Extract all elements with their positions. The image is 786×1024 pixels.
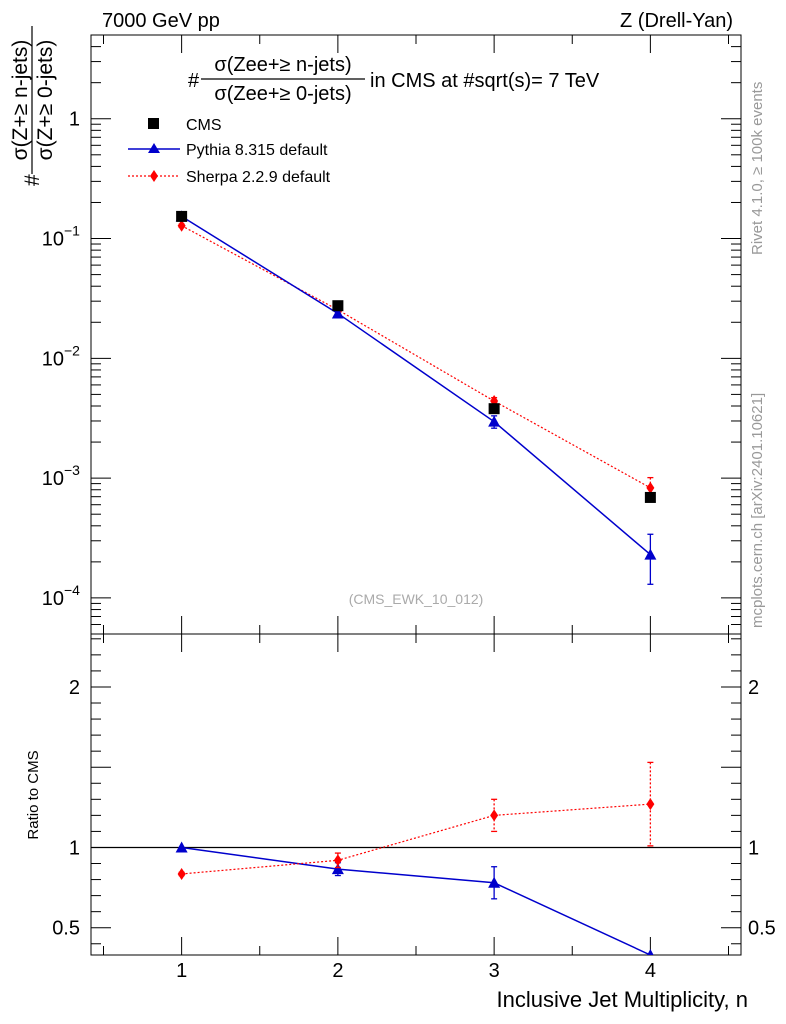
main-ylabel-denominator: σ(Z+≥ 0-jets) [34,40,57,161]
legend-entry-pythia: Pythia 8.315 default [128,142,328,159]
ratio-y-tick-label-right: 0.5 [748,918,776,940]
main-y-tick-exponent: −4 [64,582,80,598]
ratio-sherpa-point [646,798,655,811]
main-cms-point [332,300,344,312]
main-y-tick-label: 10 [42,468,64,490]
main-pythia-point [644,548,657,560]
main-y-tick-label: 10 [42,588,64,610]
main-title-numerator: σ(Zee+≥ n-jets) [214,54,351,76]
main-sherpa-point [646,481,655,494]
x-tick-label: 3 [489,960,500,982]
main-pythia-point [331,307,344,319]
ratio-sherpa-line [181,803,651,875]
main-sherpa-line [181,225,651,489]
ratio-pythia-point [488,876,501,888]
x-tick-label: 1 [176,960,187,982]
main-cms-point [644,491,656,503]
legend-label-cms: CMS [186,117,222,134]
ratio-y-tick-label-right: 2 [748,677,759,699]
main-pythia-line [181,215,651,556]
ratio-y-tick-label-left: 2 [69,677,80,699]
xaxis-title: Inclusive Jet Multiplicity, n [497,987,748,1012]
main-ylabel-prefix: # [21,174,44,186]
legend-marker-sherpa [150,170,158,182]
ratio-pythia-line [181,846,651,955]
main-title-prefix: # [188,70,200,92]
main-ylabel: # σ(Z+≥ n-jets) σ(Z+≥ 0-jets) [9,26,57,186]
ratio-pythia-point [331,863,344,875]
main-title-denominator: σ(Zee+≥ 0-jets) [214,83,351,105]
main-y-tick-exponent: −3 [64,462,80,478]
ratio-pythia-point [647,949,654,955]
main-title-suffix: in CMS at #sqrt(s)= 7 TeV [370,70,600,92]
legend-marker-cms [148,118,159,129]
main-pythia-point [488,415,501,427]
ratio-y-tick-label-left: 1 [69,837,80,859]
main-ylabel-numerator: σ(Z+≥ n-jets) [9,40,32,161]
legend-marker-pythia [148,143,160,153]
analysis-watermark: (CMS_EWK_10_012) [349,591,484,607]
ratio-plot-frame [90,633,742,956]
main-cms-point [176,210,188,222]
main-y-tick-exponent: −2 [64,342,80,358]
header-right-label: Z (Drell-Yan) [620,10,733,32]
main-y-tick-label: 10 [42,348,64,370]
legend-entry-cms: CMS [148,117,222,134]
legend-entry-sherpa: Sherpa 2.2.9 default [128,169,331,186]
main-sherpa-point [177,219,186,232]
ratio-pythia-point [175,841,188,853]
ratio-ylabel: Ratio to CMS [25,750,42,839]
legend-label-pythia: Pythia 8.315 default [186,142,328,159]
x-tick-label: 2 [332,960,343,982]
main-cms-point [488,403,500,415]
main-y-tick-label: 10 [42,229,64,251]
main-title: # σ(Zee+≥ n-jets) σ(Zee+≥ 0-jets) in CMS… [188,54,600,105]
ratio-y-tick-label-left: 0.5 [52,918,80,940]
x-tick-label: 4 [645,960,656,982]
ratio-sherpa-point [333,854,342,867]
ratio-sherpa-point [177,867,186,880]
legend: CMS Pythia 8.315 default Sherpa 2.2.9 de… [128,117,331,186]
ratio-sherpa-point [490,809,499,822]
main-y-tick-label: 1 [69,109,80,131]
rivet-label: Rivet 4.1.0, ≥ 100k events [749,82,766,255]
main-y-tick-exponent: −1 [64,223,80,239]
legend-label-sherpa: Sherpa 2.2.9 default [186,169,331,186]
mcplots-label: mcplots.cern.ch [arXiv:2401.10621] [749,393,766,628]
header-left-label: 7000 GeV pp [102,10,220,32]
ratio-y-tick-label-right: 1 [748,837,759,859]
